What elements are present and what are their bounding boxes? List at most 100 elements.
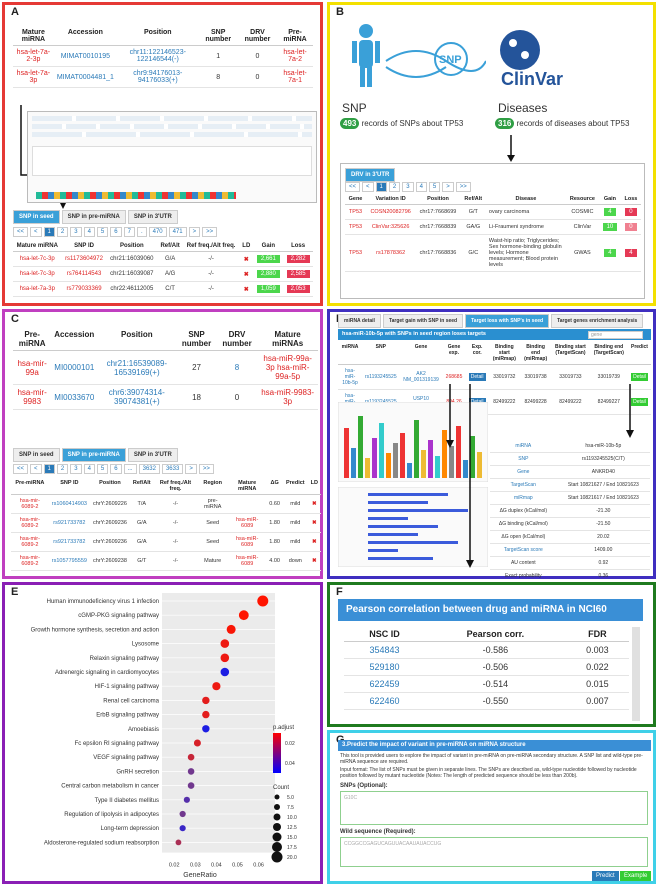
data-point bbox=[212, 682, 221, 691]
count-legend-dot bbox=[273, 823, 281, 831]
pagination-c: << <1 2 3 4 5 6... 3632 3633 > >> bbox=[13, 464, 214, 474]
tool-description: This tool is provided users to explore t… bbox=[340, 753, 643, 765]
table-row: hsa-mir-6089-2 rs921733782 chrY:2609236 G/A… bbox=[11, 532, 321, 552]
snp-table: Mature miRNA SNP ID Position Ref/Alt Ref fre… bbox=[13, 241, 313, 297]
count-legend-dot bbox=[272, 842, 282, 852]
count-legend-label: 15.0 bbox=[287, 835, 297, 841]
category-label: Growth hormone synthesis, secretion and … bbox=[31, 627, 159, 633]
padj-colorbar bbox=[273, 733, 281, 773]
wild-sequence-input[interactable]: CCGGCCGAGUCAGUUACAAUAUACCUG bbox=[340, 837, 648, 867]
tab-snp-in-pre-mirna[interactable]: SNP in pre-miRNA bbox=[61, 448, 126, 462]
drv-pagination: << <1 2 3 4 5 > >> bbox=[345, 182, 471, 192]
col-snp-number: SNP number bbox=[198, 27, 238, 46]
panel-c-label: C bbox=[11, 313, 19, 325]
table-row: hsa-let-7a-3p rs779033369 chr22:46112005 C/… bbox=[13, 281, 313, 297]
mirna-table: Mature miRNA Accession Position SNP number D… bbox=[13, 27, 313, 88]
count-legend-label: 12.5 bbox=[287, 825, 297, 831]
data-point bbox=[220, 653, 230, 663]
drv-table: Gene Variation ID Position Ref/Alt Disease Re… bbox=[345, 194, 641, 272]
category-label: VEGF signaling pathway bbox=[93, 755, 159, 761]
col-pre-mirna: Pre-miRNA bbox=[277, 27, 313, 46]
input-format: Input format: The list of SNPs must be g… bbox=[340, 767, 637, 779]
panel-f: F Pearson correlation between drug and m… bbox=[327, 582, 656, 727]
panel-g: G 3.Predict the impact of variant in pre… bbox=[327, 730, 656, 884]
expression-bar bbox=[372, 438, 377, 478]
col-mature-mirna: Mature miRNA bbox=[13, 27, 54, 46]
tab-snp-in-3utr[interactable]: SNP in 3'UTR bbox=[127, 448, 178, 462]
ld-icon: ✖ bbox=[239, 251, 254, 267]
snps-input[interactable]: G10C bbox=[340, 791, 648, 825]
table-row: TP53 COSN20082796 chr17:7668699 G/T ovary ca… bbox=[345, 204, 641, 220]
x-tick-label: 0.03 bbox=[190, 863, 201, 869]
expression-bar bbox=[463, 460, 468, 478]
flow-arrow bbox=[507, 135, 515, 162]
expression-bar bbox=[435, 456, 440, 478]
plot-background bbox=[162, 593, 275, 853]
table-row: hsa-let-7a-2-3p MIMAT0010195 chr11:1221465… bbox=[13, 45, 313, 67]
table-row: hsa-mir-6089-2 rs921733782 chrY:2609236 G/A… bbox=[11, 513, 321, 533]
category-label: Central carbon metabolism in cancer bbox=[61, 784, 159, 790]
tab-snp-in-pre-mirna[interactable]: SNP in pre-miRNA bbox=[61, 210, 126, 224]
category-label: Aldosterone-regulated sodium reabsorptio… bbox=[44, 840, 159, 846]
panel-b-label: B bbox=[336, 6, 344, 18]
count-legend-dot bbox=[273, 813, 281, 821]
tab-snp-in-3utr[interactable]: SNP in 3'UTR bbox=[127, 210, 178, 224]
panel-d: D miRNA detail Target gain with SNP in s… bbox=[327, 309, 656, 583]
table-row: hsa-let-7c-3p rs1173604972 chr21:16039060 G… bbox=[13, 251, 313, 267]
disease-count-row: 316 records of diseases about TP53 bbox=[495, 118, 629, 129]
ld-icon: ✖ bbox=[307, 494, 321, 514]
table-row: hsa-mir-6089-2 rs1060414903 chrY:2609226 T/… bbox=[11, 494, 321, 514]
table-row: hsa-miR-10b-5p rs1193245525 AK2 NM_0013191… bbox=[338, 364, 651, 390]
count-legend-label: 10.0 bbox=[287, 815, 297, 821]
data-point bbox=[220, 667, 230, 677]
expression-bar bbox=[379, 423, 384, 478]
count-legend-label: 17.5 bbox=[287, 845, 297, 851]
expression-bar bbox=[407, 463, 412, 478]
col-drv-number: DRV number bbox=[237, 27, 278, 46]
snp-count-row: 493 records of SNPs about TP53 bbox=[340, 118, 463, 129]
target-bar: hsa-miR-10b-5p with SNPs in seed region … bbox=[338, 329, 651, 340]
data-point bbox=[220, 639, 230, 648]
panel-e: E Human immunodeficiency virus 1 infecti… bbox=[2, 582, 323, 884]
diseases-title: Diseases bbox=[498, 101, 548, 115]
pearson-table: NSC ID Pearson corr. FDR 354843 -0.586 0.003… bbox=[344, 627, 629, 710]
search-input[interactable]: gene bbox=[588, 331, 643, 339]
count-legend-dot bbox=[272, 832, 282, 842]
svg-text:SNP: SNP bbox=[439, 54, 462, 66]
count-legend-dot bbox=[274, 794, 280, 800]
expression-bar bbox=[351, 448, 356, 478]
table-row: hsa-let-7c-3p rs764114543 chr21:16039087 A/… bbox=[13, 266, 313, 282]
x-tick-label: 0.06 bbox=[253, 863, 264, 869]
correlation-bar bbox=[368, 525, 438, 528]
table-scrollbar[interactable] bbox=[632, 627, 640, 721]
panel-f-label: F bbox=[336, 586, 343, 598]
table-row: hsa-mir-6089-2 rs1057795559 chrY:2609238 G/… bbox=[11, 551, 321, 571]
table-row: 354843 -0.586 0.003 bbox=[344, 641, 629, 659]
tab-snp-in-seed[interactable]: SNP in seed bbox=[13, 210, 60, 224]
example-button[interactable]: Example bbox=[620, 871, 652, 881]
correlation-bar bbox=[368, 549, 398, 552]
x-tick-label: 0.05 bbox=[232, 863, 243, 869]
tab-snp-in-seed[interactable]: SNP in seed bbox=[13, 448, 60, 462]
data-point bbox=[257, 595, 269, 607]
svg-text:0.02: 0.02 bbox=[285, 741, 295, 747]
table-row: 529180 -0.506 0.022 bbox=[344, 658, 629, 676]
category-label: Renal cell carcinoma bbox=[103, 698, 159, 704]
x-tick-label: 0.02 bbox=[169, 863, 180, 869]
data-point bbox=[202, 725, 210, 733]
predict-title: 3.Predict the impact of variant in pre-m… bbox=[338, 740, 651, 751]
count-legend-dot bbox=[271, 851, 283, 863]
col-accession: Accession bbox=[53, 27, 117, 46]
snp-title: SNP bbox=[342, 101, 367, 115]
panel-e-label: E bbox=[11, 586, 19, 598]
predict-button[interactable]: Predict bbox=[592, 871, 619, 881]
count-legend-label: 5.0 bbox=[287, 795, 294, 801]
tab-drv-3utr[interactable]: DRV in 3'UTR bbox=[345, 168, 396, 182]
ld-icon: ✖ bbox=[307, 551, 321, 571]
panel-a-label: A bbox=[11, 6, 19, 18]
expression-bar bbox=[400, 433, 405, 478]
pagination: << <1 2 3 4 5 6 7. 470 471 > >> bbox=[13, 227, 218, 237]
svg-text:ClinVar: ClinVar bbox=[501, 69, 563, 89]
svg-text:0.04: 0.04 bbox=[285, 761, 295, 767]
correlation-bar bbox=[368, 493, 448, 496]
